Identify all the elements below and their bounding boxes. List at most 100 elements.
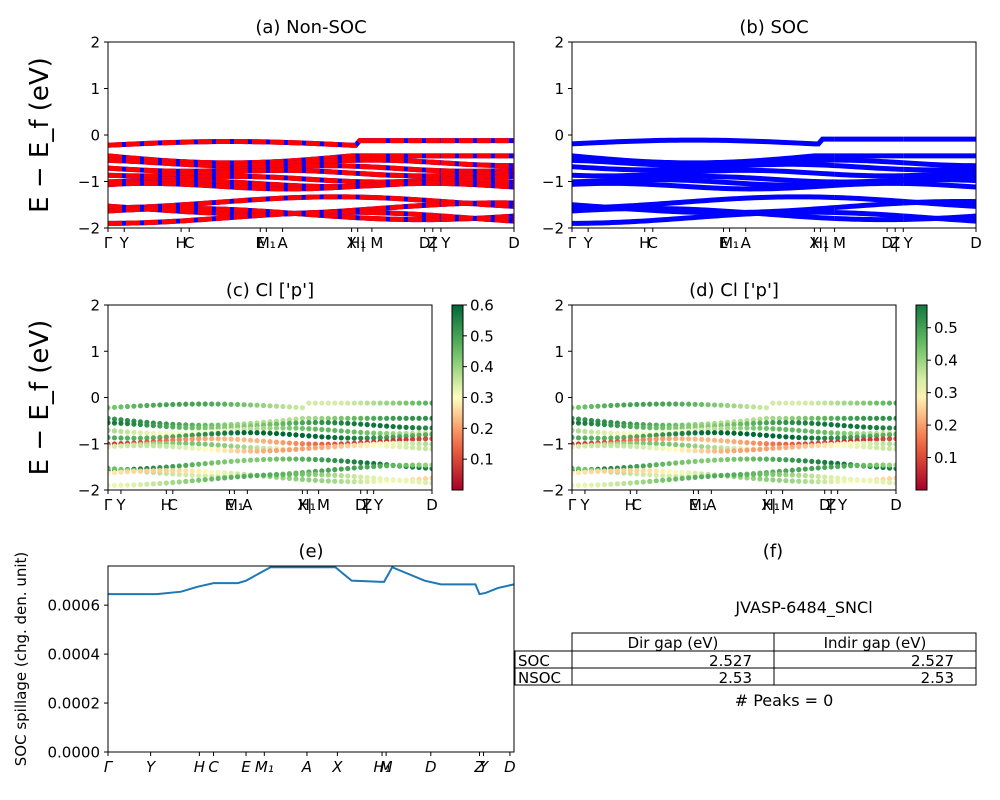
data-point xyxy=(351,459,357,465)
data-point xyxy=(215,459,221,466)
data-point xyxy=(673,460,679,466)
data-point xyxy=(377,443,383,449)
data-point xyxy=(750,440,757,446)
data-point xyxy=(131,421,137,427)
data-point xyxy=(299,415,305,421)
x-tick-label: H xyxy=(194,758,205,776)
data-point xyxy=(679,459,685,466)
band-line xyxy=(572,161,835,173)
data-point xyxy=(673,442,679,448)
y-axis-label: SOC spillage (chg. den. unit) xyxy=(12,552,30,767)
band-line xyxy=(903,177,976,184)
data-point xyxy=(196,432,202,438)
data-point xyxy=(822,443,828,449)
data-point xyxy=(666,401,672,407)
x-tick-label: H xyxy=(161,496,172,514)
data-point xyxy=(222,470,228,476)
data-point xyxy=(215,430,221,437)
data-point xyxy=(422,476,429,482)
table-caption: JVASP-6484_SNCl xyxy=(734,598,872,618)
data-point xyxy=(358,479,364,485)
data-point xyxy=(653,432,659,438)
data-point xyxy=(371,443,377,449)
data-point xyxy=(409,462,416,468)
data-point xyxy=(183,436,189,442)
data-point xyxy=(364,460,370,466)
data-point xyxy=(196,461,202,467)
data-point xyxy=(215,475,221,482)
data-point xyxy=(770,400,776,406)
y-tick-label: 0.0000 xyxy=(48,744,101,762)
data-point xyxy=(572,405,575,411)
data-point xyxy=(809,428,815,435)
data-point xyxy=(371,415,377,421)
data-point xyxy=(183,478,189,484)
data-point xyxy=(737,403,744,409)
band-line-red xyxy=(440,160,514,169)
data-point xyxy=(215,442,221,448)
data-point xyxy=(306,426,312,432)
data-point xyxy=(319,472,325,478)
data-point xyxy=(776,441,782,447)
data-point xyxy=(841,463,847,469)
data-point xyxy=(183,472,189,478)
data-point xyxy=(815,400,821,406)
data-point xyxy=(144,481,150,487)
data-point xyxy=(228,430,234,436)
data-point xyxy=(711,457,718,463)
data-point xyxy=(653,468,659,474)
data-point xyxy=(124,435,131,441)
x-tick-label: H₁ xyxy=(373,758,390,776)
data-point xyxy=(789,434,795,440)
band-line xyxy=(834,194,904,204)
data-point xyxy=(170,479,176,486)
data-point xyxy=(815,415,821,421)
data-point xyxy=(893,480,896,486)
y-axis-label: E − E_f (eV) xyxy=(25,320,55,476)
data-point xyxy=(789,457,795,463)
data-point xyxy=(634,401,640,408)
colorbar-tick-label: 0.6 xyxy=(470,297,494,315)
data-point xyxy=(608,443,614,449)
data-point xyxy=(124,421,131,427)
data-point xyxy=(429,425,432,431)
data-point xyxy=(254,426,260,432)
data-point xyxy=(653,401,659,407)
data-point xyxy=(886,400,893,406)
data-point xyxy=(763,415,770,421)
data-point xyxy=(183,401,189,407)
data-point xyxy=(627,467,633,474)
data-point xyxy=(822,400,828,406)
data-point xyxy=(588,435,595,441)
data-point xyxy=(699,448,705,454)
data-point xyxy=(150,468,156,474)
data-point xyxy=(848,415,854,421)
data-point xyxy=(835,400,841,406)
data-point xyxy=(137,468,143,474)
data-point xyxy=(351,479,357,485)
x-tick-label: M₁ xyxy=(225,496,244,514)
y-tick-label: 1 xyxy=(90,343,100,361)
data-point xyxy=(815,443,821,449)
y-tick-label: −1 xyxy=(542,173,564,191)
data-point xyxy=(705,473,711,479)
data-point xyxy=(737,421,744,427)
data-point xyxy=(137,430,143,436)
data-point xyxy=(822,474,828,480)
x-tick-label: D xyxy=(355,496,367,514)
data-point xyxy=(111,416,118,422)
x-tick-label: Γ xyxy=(104,758,114,776)
data-point xyxy=(809,473,815,479)
data-point xyxy=(750,456,757,462)
data-point xyxy=(150,443,156,449)
data-point xyxy=(647,468,653,474)
data-point xyxy=(815,473,821,480)
data-point xyxy=(189,441,195,447)
data-point xyxy=(409,400,416,406)
data-point xyxy=(783,468,789,474)
data-point xyxy=(763,432,770,438)
data-point xyxy=(403,400,409,406)
data-point xyxy=(679,442,685,448)
x-tick-label: M₁ xyxy=(720,234,739,252)
data-point xyxy=(731,472,737,478)
